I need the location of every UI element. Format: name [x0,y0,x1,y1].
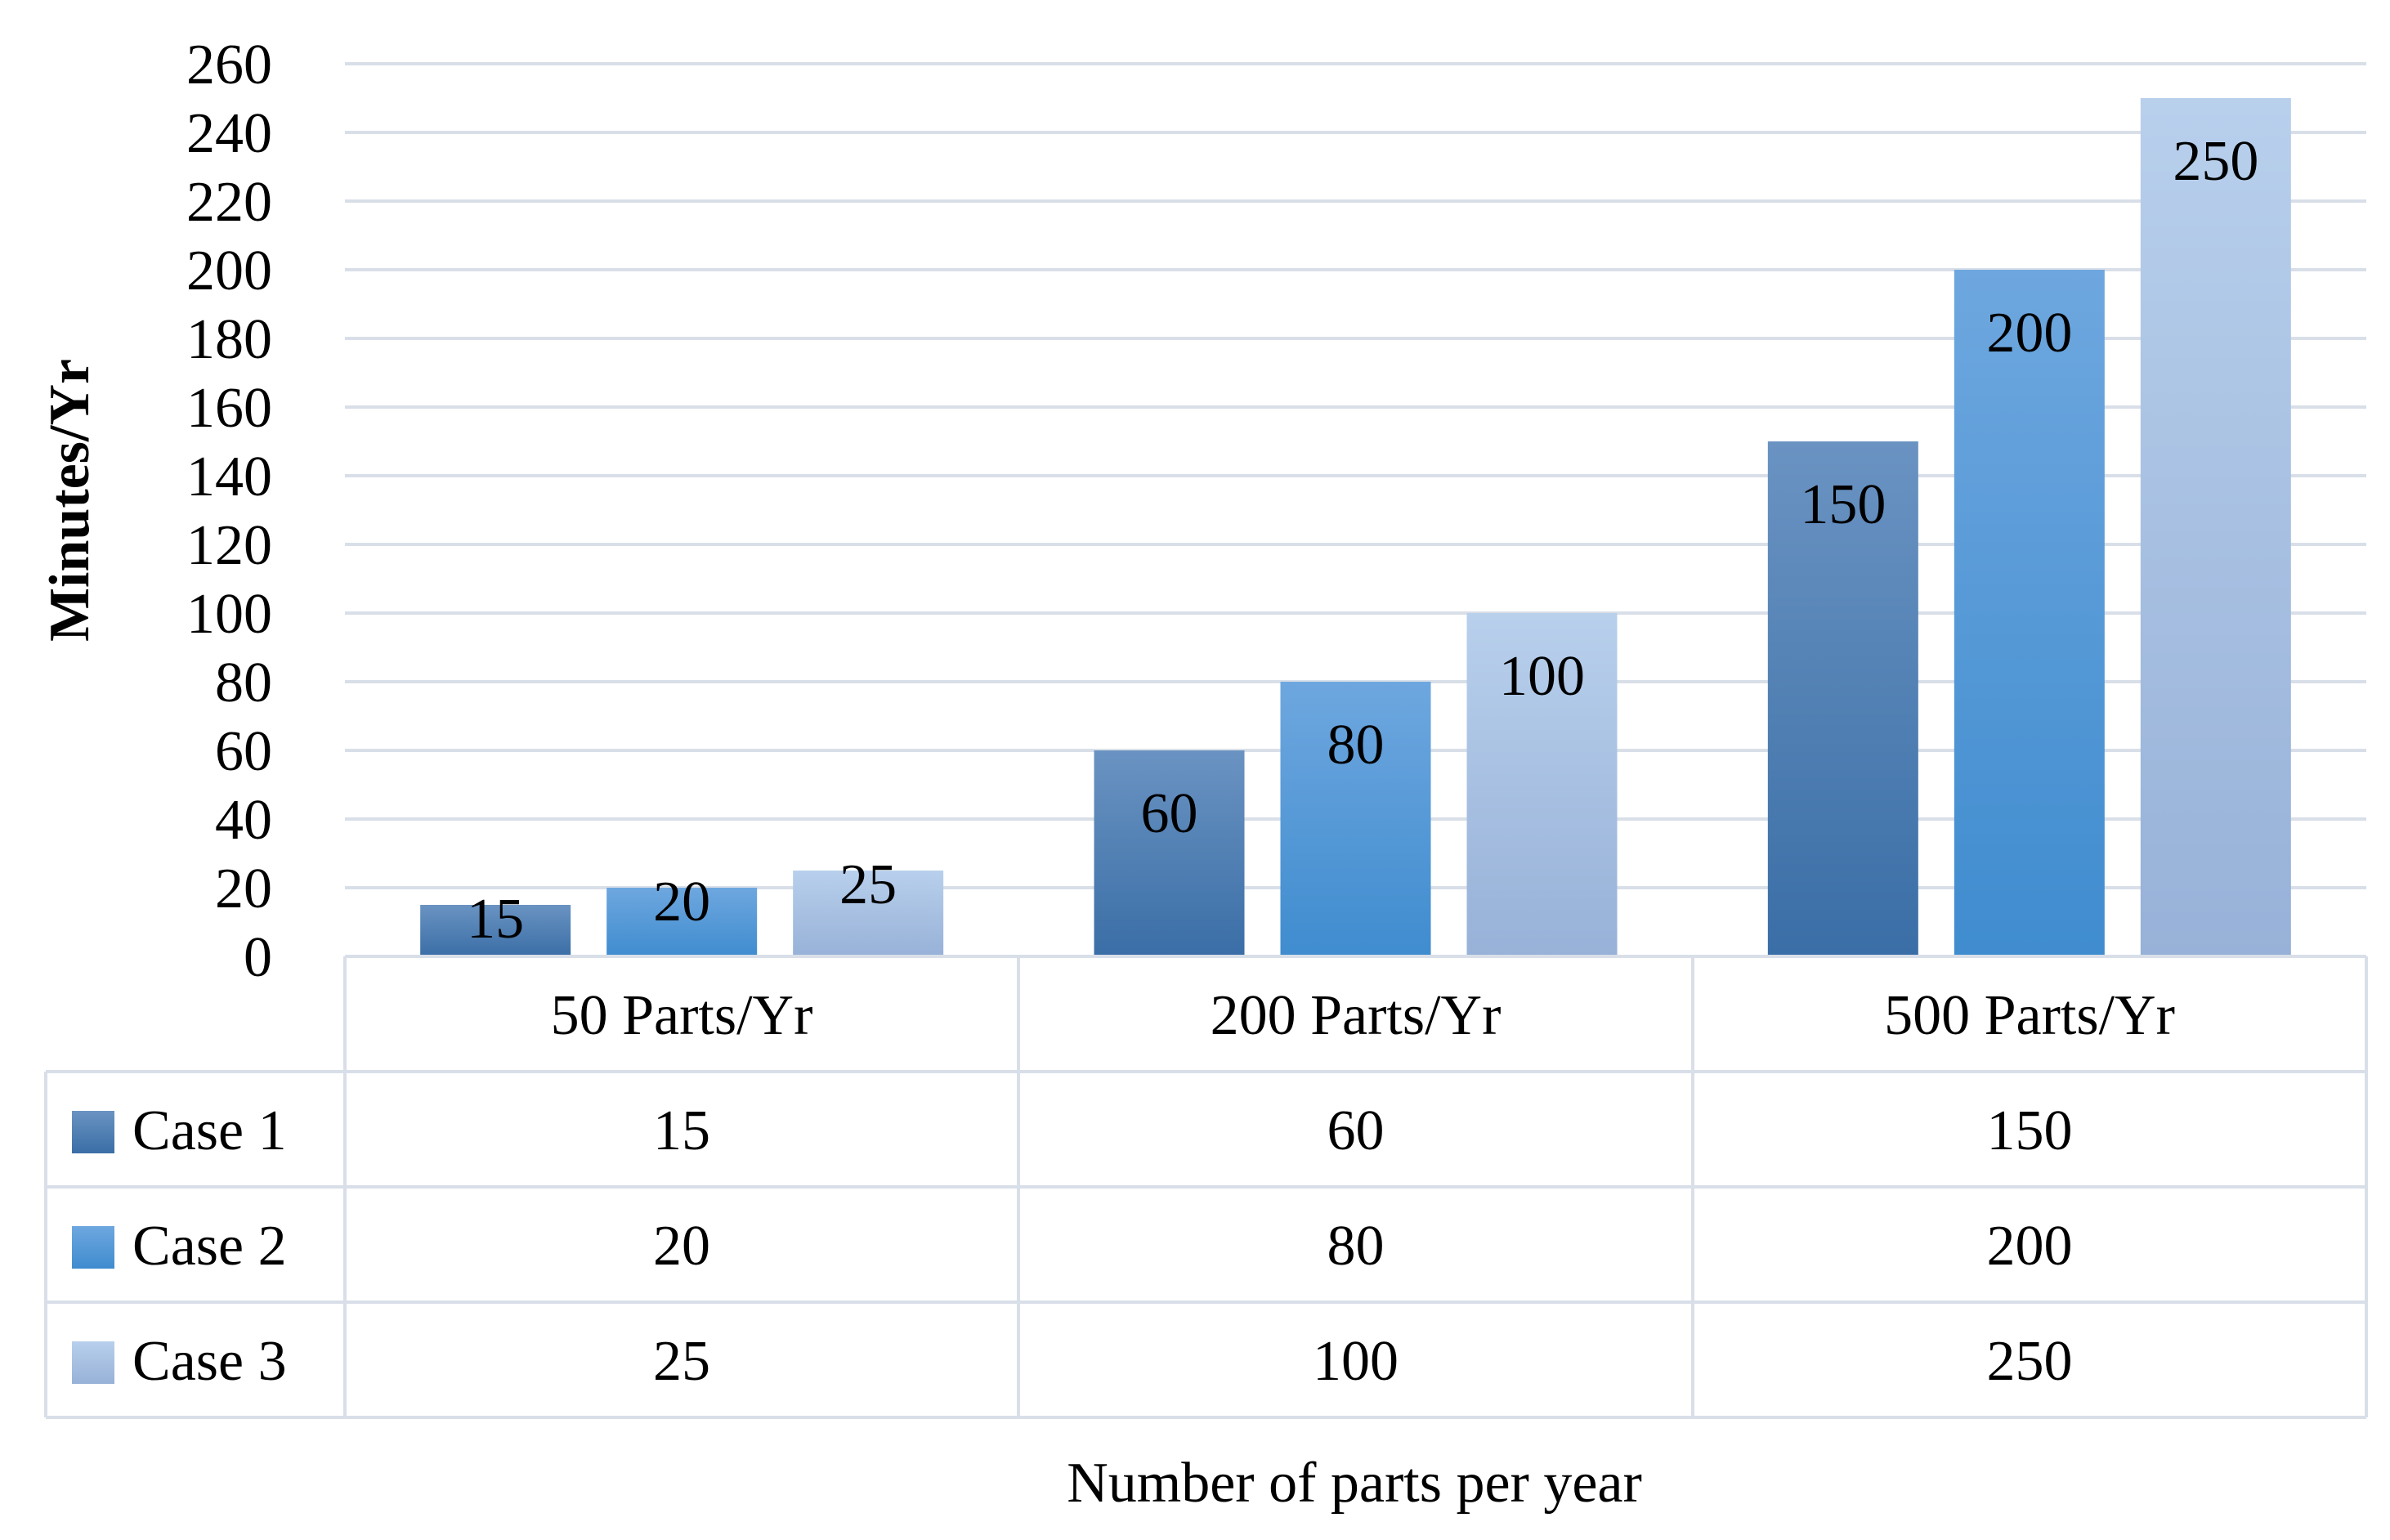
y-tick-label: 260 [186,34,272,96]
bar-data-label: 100 [1499,645,1585,708]
bar-case-3 [1466,613,1618,956]
table-cell-value: 100 [1313,1330,1399,1393]
bar-data-label: 150 [1800,473,1886,536]
legend-key [72,1111,114,1153]
legend-series-name: Case 2 [132,1215,287,1278]
bar-case-2 [1280,682,1431,956]
table-cell-value: 15 [653,1099,710,1162]
bar-case-1 [1767,441,1918,956]
bar-case-1 [420,905,571,956]
y-tick-label: 120 [186,514,272,577]
table-cell-value: 60 [1327,1099,1385,1162]
y-tick-label: 240 [186,102,272,165]
bars [420,98,2291,956]
bar-data-label: 60 [1141,782,1198,845]
bar-case-3 [2140,98,2291,956]
y-tick-label: 160 [186,377,272,440]
y-axis-title: Minutes/Yr [38,359,101,642]
y-tick-label: 20 [215,857,272,920]
bar-labels: 15 20 25 60 80 100 150 200 250 [467,130,2258,951]
data-table: 50 Parts/Yr 200 Parts/Yr 500 Parts/Yr Case … [44,955,2368,1419]
x-category-label: 50 Parts/Yr [551,984,813,1047]
x-axis-title: Number of parts per year [1067,1452,1642,1515]
legend-key [72,1226,114,1269]
y-tick-label: 180 [186,308,272,371]
bar-data-label: 25 [839,853,897,916]
y-tick-label: 0 [244,926,272,989]
table-cell-value: 250 [1987,1330,2073,1393]
y-tick-label: 40 [215,789,272,852]
y-tick-label: 60 [215,720,272,783]
bar-data-label: 200 [1986,302,2072,365]
table-cell-value: 150 [1987,1099,2073,1162]
y-tick-label: 220 [186,171,272,234]
legend-key [72,1341,114,1384]
bar-case-2 [606,888,758,956]
y-tick-label: 80 [215,651,272,714]
table-cell-value: 200 [1987,1215,2073,1278]
table-cell-value: 25 [653,1330,710,1393]
y-tick-label: 100 [186,583,272,646]
legend-series-name: Case 3 [132,1330,287,1393]
table-cell-value: 80 [1327,1215,1385,1278]
legend-series-name: Case 1 [132,1099,287,1162]
bar-data-label: 20 [653,871,710,933]
bar-data-label: 250 [2173,130,2258,193]
bar-data-label: 80 [1327,714,1385,777]
x-category-label: 200 Parts/Yr [1211,984,1502,1047]
bar-case-2 [1954,270,2105,956]
y-tick-label: 140 [186,445,272,508]
y-tick-label: 200 [186,240,272,302]
bar-data-label: 15 [467,888,524,951]
table-cell-value: 20 [653,1215,710,1278]
bar-case-3 [793,871,944,956]
bar-case-1 [1094,750,1245,956]
x-category-label: 500 Parts/Yr [1884,984,2175,1047]
